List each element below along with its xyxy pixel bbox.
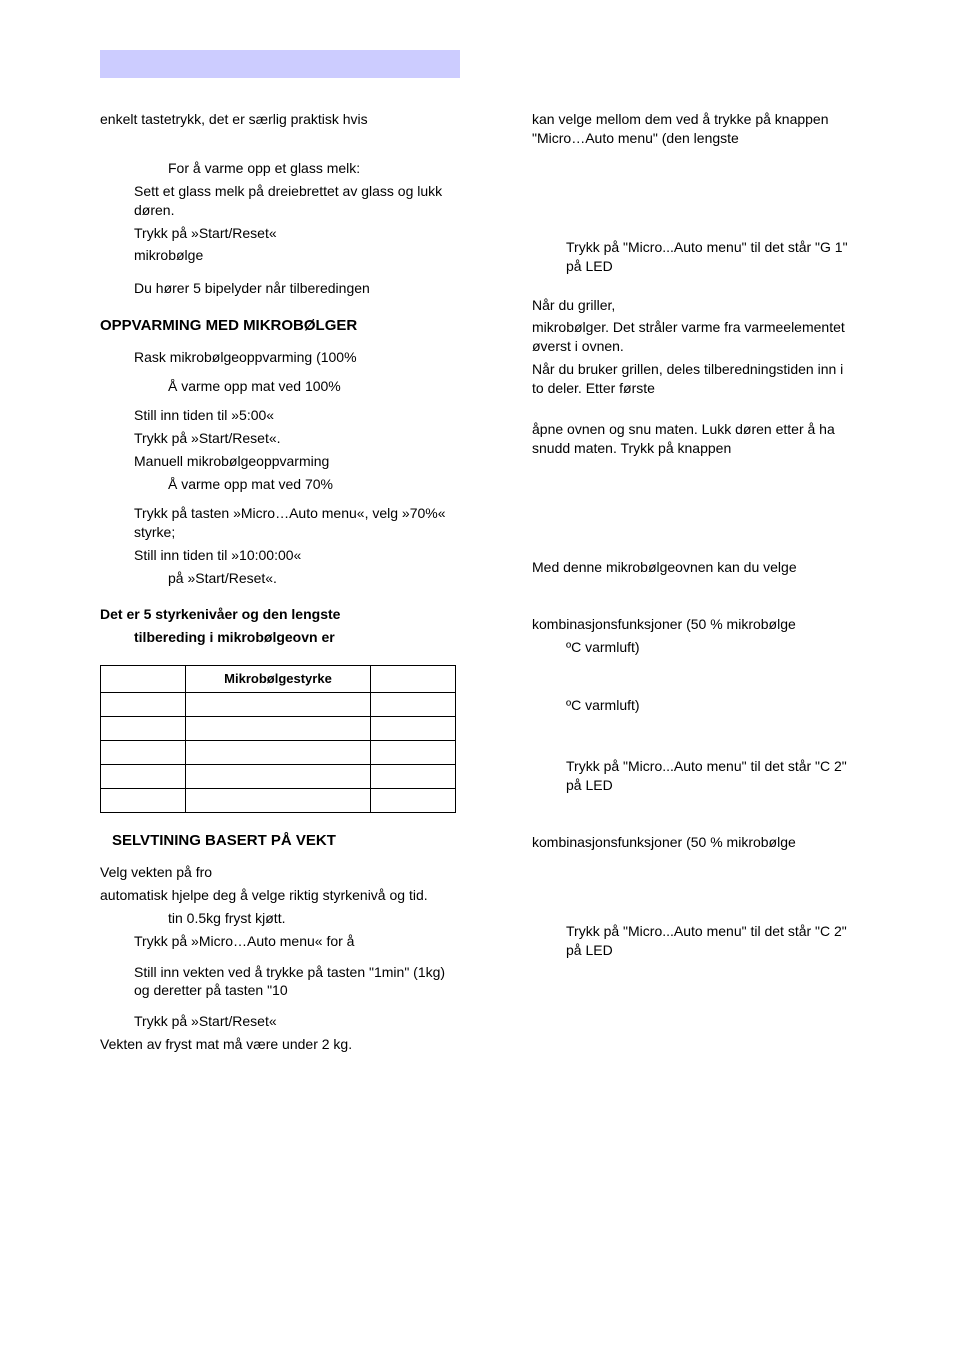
c2a-l1: Trykk på "Micro...Auto menu" til det stå… (566, 757, 854, 795)
grill-l2: mikrobølger. Det stråler varme fra varme… (532, 318, 854, 356)
combo-l1: Med denne mikrobølgeovnen kan du velge (532, 558, 854, 577)
table-cell (186, 692, 371, 716)
table-cell (101, 788, 186, 812)
heat-l3: Still inn tiden til »5:00« (134, 406, 456, 425)
defrost-l3: tin 0.5kg fryst kjøtt. (100, 909, 456, 928)
defrost-l2: automatisk hjelpe deg å velge riktig sty… (100, 886, 456, 905)
table-cell (186, 788, 371, 812)
milk-l1: For å varme opp et glass melk: (134, 159, 456, 178)
c2a-block: Trykk på "Micro...Auto menu" til det stå… (498, 757, 854, 795)
header-bar (100, 50, 460, 78)
milk-l5: Du hører 5 bipelyder når tilberedingen (134, 279, 456, 298)
combo-block: Med denne mikrobølgeovnen kan du velge k… (498, 558, 854, 716)
defrost-l4: Trykk på »Micro…Auto menu« for å (100, 932, 456, 951)
table-cell (370, 716, 455, 740)
power-table: Mikrobølgestyrke (100, 665, 456, 813)
grill-block: Når du griller, mikrobølger. Det stråler… (498, 296, 854, 458)
heat-block: Rask mikrobølgeoppvarming (100% Å varme … (100, 348, 456, 587)
intro-line: enkelt tastetrykk, det er særlig praktis… (100, 110, 456, 129)
defrost-l1: Velg vekten på fro (100, 863, 456, 882)
right-column: kan velge mellom dem ved å trykke på kna… (498, 110, 854, 1072)
table-cell (370, 788, 455, 812)
heat-l8: Still inn tiden til »10:00:00« (134, 546, 456, 565)
combo-l2: kombinasjonsfunksjoner (50 % mikrobølge (532, 615, 854, 634)
heading-defrost: SELVTINING BASERT PÅ VEKT (112, 831, 456, 851)
heat-l6: Å varme opp mat ved 70% (134, 475, 456, 494)
top-l1: kan velge mellom dem ved å trykke på kna… (532, 110, 854, 148)
table-cell (370, 740, 455, 764)
table-header-row: Mikrobølgestyrke (101, 666, 456, 693)
table-cell (186, 716, 371, 740)
heat-l9: på »Start/Reset«. (134, 569, 456, 588)
combo-l3: ºC varmluft) (532, 638, 854, 657)
table-cell (101, 716, 186, 740)
c2b-l1: Trykk på "Micro...Auto menu" til det stå… (566, 922, 854, 960)
milk-l4: mikrobølge (134, 246, 456, 265)
defrost-l6: Trykk på »Start/Reset« (100, 1012, 456, 1031)
defrost-block: Velg vekten på fro automatisk hjelpe deg… (100, 863, 456, 1054)
table-row (101, 716, 456, 740)
g1-block: Trykk på "Micro...Auto menu" til det stå… (498, 238, 854, 276)
heat-l1: Rask mikrobølgeoppvarming (100% (134, 348, 456, 367)
milk-block: For å varme opp et glass melk: Sett et g… (100, 159, 456, 298)
combo2-block: kombinasjonsfunksjoner (50 % mikrobølge (498, 833, 854, 852)
heat-l5: Manuell mikrobølgeoppvarming (134, 452, 456, 471)
table-row (101, 692, 456, 716)
heat-l2: Å varme opp mat ved 100% (134, 377, 456, 396)
table-cell (101, 692, 186, 716)
defrost-l7: Vekten av fryst mat må være under 2 kg. (100, 1035, 456, 1054)
table-cell (370, 764, 455, 788)
table-header-mid: Mikrobølgestyrke (186, 666, 371, 693)
table-cell (186, 764, 371, 788)
top-block: kan velge mellom dem ved å trykke på kna… (498, 110, 854, 148)
table-cell (101, 740, 186, 764)
milk-l2: Sett et glass melk på dreiebrettet av gl… (134, 182, 456, 220)
combo-l4: ºC varmluft) (532, 696, 854, 715)
heading-heat: OPPVARMING MED MIKROBØLGER (100, 316, 456, 336)
milk-l3: Trykk på »Start/Reset« (134, 224, 456, 243)
grill-l3: Når du bruker grillen, deles tilberednin… (532, 360, 854, 398)
heat-l4: Trykk på »Start/Reset«. (134, 429, 456, 448)
table-cell (101, 764, 186, 788)
table-row (101, 788, 456, 812)
table-row (101, 740, 456, 764)
g1-l1: Trykk på "Micro...Auto menu" til det stå… (566, 238, 854, 276)
table-cell (186, 740, 371, 764)
levels-title-b: tilbereding i mikrobølgeovn er (100, 628, 456, 647)
table-cell (370, 692, 455, 716)
page: enkelt tastetrykk, det er særlig praktis… (0, 0, 954, 1132)
table-header-empty-c (370, 666, 455, 693)
c2b-block: Trykk på "Micro...Auto menu" til det stå… (498, 922, 854, 960)
two-column-layout: enkelt tastetrykk, det er særlig praktis… (100, 110, 854, 1072)
levels-title-block: Det er 5 styrkenivåer og den lengste til… (100, 605, 456, 647)
table-header-empty-a (101, 666, 186, 693)
left-column: enkelt tastetrykk, det er særlig praktis… (100, 110, 456, 1072)
defrost-l5: Still inn vekten ved å trykke på tasten … (100, 963, 456, 1001)
levels-title-a: Det er 5 styrkenivåer og den lengste (100, 605, 456, 624)
grill-l1: Når du griller, (532, 296, 854, 315)
intro-block: enkelt tastetrykk, det er særlig praktis… (100, 110, 456, 129)
combo2-l1: kombinasjonsfunksjoner (50 % mikrobølge (532, 833, 854, 852)
heat-l7: Trykk på tasten »Micro…Auto menu«, velg … (134, 504, 456, 542)
table-row (101, 764, 456, 788)
grill-l4: åpne ovnen og snu maten. Lukk døren ette… (532, 420, 854, 458)
